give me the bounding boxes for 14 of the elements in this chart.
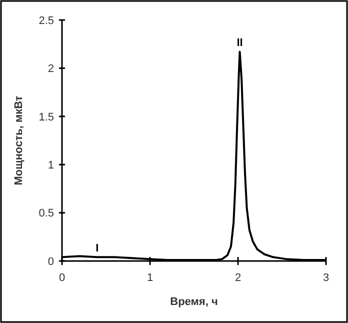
y-tick-label: 1.5 [38,111,54,124]
y-tick-label: 1 [48,159,54,172]
annotation: I [96,242,99,254]
y-axis-title: Мощность, мкВт [13,95,25,186]
x-tick-label: 1 [146,272,154,284]
y-tick-label: 0 [48,256,54,268]
annotation: II [236,36,243,49]
y-tick-label: 2.5 [38,14,54,27]
x-tick-label: 3 [322,272,330,284]
y-tick-label: 0.5 [38,208,54,220]
y-tick-label: 2 [48,63,54,76]
x-axis-title: Время, ч [170,296,218,308]
x-tick-label: 0 [58,272,66,284]
x-tick-label: 2 [234,272,242,284]
